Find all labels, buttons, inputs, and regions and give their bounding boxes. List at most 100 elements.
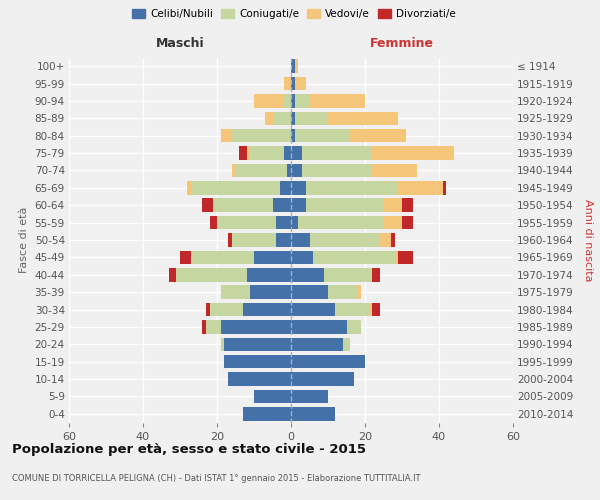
Bar	[232, 233, 276, 247]
Bar	[306, 198, 383, 212]
Bar	[276, 233, 291, 247]
Bar	[291, 320, 347, 334]
Bar	[202, 198, 214, 212]
Bar	[306, 181, 398, 194]
Bar	[373, 268, 380, 281]
Bar	[395, 250, 398, 264]
Bar	[191, 250, 254, 264]
Bar	[291, 407, 335, 420]
Bar	[310, 233, 380, 247]
Bar	[291, 181, 306, 194]
Bar	[343, 338, 350, 351]
Bar	[272, 198, 291, 212]
Bar	[295, 129, 350, 142]
Bar	[325, 268, 373, 281]
Y-axis label: Anni di nascita: Anni di nascita	[583, 198, 593, 281]
Bar	[272, 112, 291, 125]
Bar	[358, 286, 361, 299]
Bar	[221, 320, 291, 334]
Bar	[239, 146, 247, 160]
Bar	[373, 302, 380, 316]
Bar	[291, 60, 295, 73]
Bar	[247, 268, 291, 281]
Bar	[380, 233, 391, 247]
Bar	[402, 198, 413, 212]
Bar	[373, 146, 454, 160]
Bar	[368, 302, 373, 316]
Bar	[209, 302, 243, 316]
Text: Popolazione per età, sesso e stato civile - 2015: Popolazione per età, sesso e stato civil…	[12, 442, 366, 456]
Bar	[247, 146, 250, 160]
Bar	[295, 94, 310, 108]
Legend: Celibi/Nubili, Coniugati/e, Vedovi/e, Divorziati/e: Celibi/Nubili, Coniugati/e, Vedovi/e, Di…	[128, 5, 460, 24]
Bar	[398, 250, 413, 264]
Bar	[350, 129, 406, 142]
Text: Femmine: Femmine	[370, 36, 434, 50]
Bar	[254, 250, 291, 264]
Bar	[224, 355, 291, 368]
Bar	[391, 233, 395, 247]
Bar	[347, 320, 361, 334]
Bar	[291, 198, 306, 212]
Bar	[291, 390, 328, 403]
Bar	[295, 77, 306, 90]
Bar	[291, 268, 325, 281]
Bar	[180, 250, 191, 264]
Text: Maschi: Maschi	[155, 36, 205, 50]
Bar	[291, 164, 302, 177]
Bar	[443, 181, 446, 194]
Bar	[328, 112, 398, 125]
Bar	[250, 286, 291, 299]
Bar	[284, 77, 291, 90]
Bar	[291, 338, 343, 351]
Bar	[287, 164, 291, 177]
Bar	[214, 198, 272, 212]
Bar	[228, 233, 232, 247]
Bar	[373, 164, 417, 177]
Bar	[202, 320, 206, 334]
Bar	[187, 181, 191, 194]
Bar	[276, 216, 291, 230]
Bar	[291, 112, 295, 125]
Bar	[291, 94, 295, 108]
Bar	[295, 60, 298, 73]
Bar	[209, 216, 217, 230]
Bar	[291, 355, 365, 368]
Bar	[291, 146, 302, 160]
Text: COMUNE DI TORRICELLA PELIGNA (CH) - Dati ISTAT 1° gennaio 2015 - Elaborazione TU: COMUNE DI TORRICELLA PELIGNA (CH) - Dati…	[12, 474, 421, 483]
Bar	[291, 216, 298, 230]
Bar	[291, 302, 335, 316]
Bar	[313, 250, 395, 264]
Bar	[280, 181, 291, 194]
Bar	[302, 164, 373, 177]
Bar	[291, 250, 313, 264]
Bar	[284, 94, 291, 108]
Bar	[235, 164, 287, 177]
Bar	[243, 407, 291, 420]
Bar	[250, 146, 284, 160]
Bar	[232, 164, 235, 177]
Bar	[221, 338, 224, 351]
Bar	[206, 302, 209, 316]
Bar	[206, 320, 221, 334]
Bar	[217, 216, 276, 230]
Y-axis label: Fasce di età: Fasce di età	[19, 207, 29, 273]
Bar	[295, 112, 328, 125]
Bar	[310, 94, 365, 108]
Bar	[302, 146, 373, 160]
Bar	[265, 112, 272, 125]
Bar	[398, 181, 443, 194]
Bar	[291, 372, 354, 386]
Bar	[169, 268, 176, 281]
Bar	[328, 286, 358, 299]
Bar	[224, 338, 291, 351]
Bar	[221, 286, 250, 299]
Bar	[221, 129, 232, 142]
Bar	[291, 233, 310, 247]
Bar	[291, 129, 295, 142]
Bar	[291, 286, 328, 299]
Bar	[335, 302, 368, 316]
Bar	[383, 216, 402, 230]
Bar	[383, 198, 402, 212]
Bar	[176, 268, 247, 281]
